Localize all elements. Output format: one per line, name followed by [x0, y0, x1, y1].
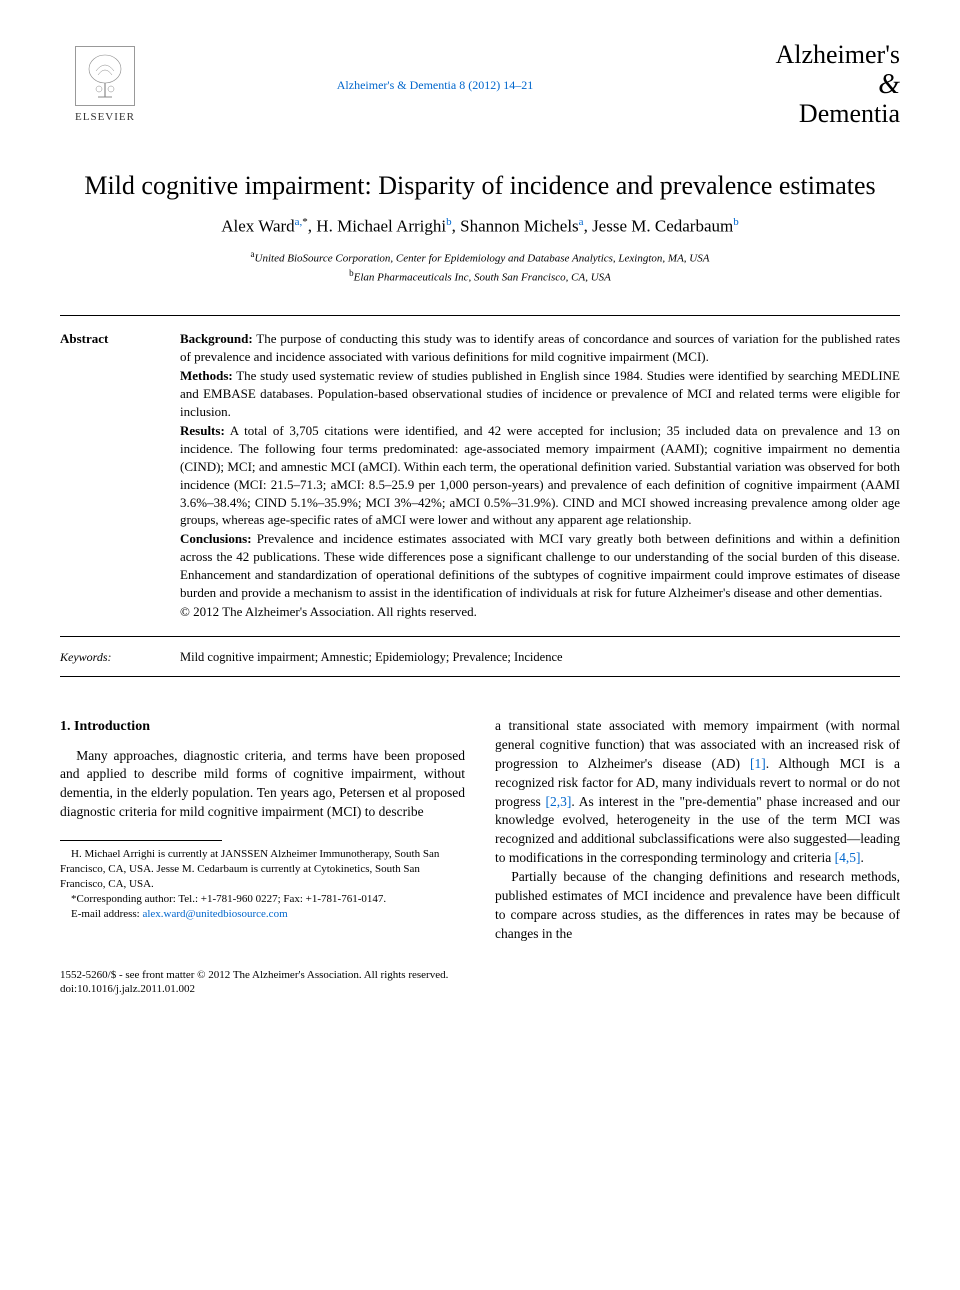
affiliation-b: Elan Pharmaceuticals Inc, South San Fran…: [354, 271, 611, 283]
abstract-label: Abstract: [60, 330, 180, 622]
abstract-block: Abstract Background: The purpose of cond…: [60, 315, 900, 637]
abstract-content: Background: The purpose of conducting th…: [180, 330, 900, 622]
footnotes: H. Michael Arrighi is currently at JANSS…: [60, 847, 465, 921]
publisher-logo: ELSEVIER: [60, 40, 150, 130]
author-4: Jesse M. Cedarbaum: [592, 216, 733, 235]
keywords-content: Mild cognitive impairment; Amnestic; Epi…: [180, 649, 900, 666]
footnote-separator: [60, 840, 222, 841]
author-list: Alex Warda,*, H. Michael Arrighib, Shann…: [60, 215, 900, 239]
section-1-heading: 1. Introduction: [60, 717, 465, 737]
intro-para-2: a transitional state associated with mem…: [495, 717, 900, 868]
keywords-label: Keywords:: [60, 649, 180, 666]
intro-para-3: Partially because of the changing defini…: [495, 868, 900, 944]
journal-reference[interactable]: Alzheimer's & Dementia 8 (2012) 14–21: [150, 77, 720, 93]
page-header: ELSEVIER Alzheimer's & Dementia 8 (2012)…: [60, 40, 900, 130]
body-columns: 1. Introduction Many approaches, diagnos…: [60, 717, 900, 944]
ref-4-5[interactable]: [4,5]: [835, 850, 861, 865]
ref-2-3[interactable]: [2,3]: [546, 794, 572, 809]
email-line: E-mail address: alex.ward@unitedbiosourc…: [60, 907, 465, 922]
issn-line: 1552-5260/$ - see front matter © 2012 Th…: [60, 969, 448, 981]
ref-1[interactable]: [1]: [750, 756, 766, 771]
footnote-affiliation-update: H. Michael Arrighi is currently at JANSS…: [60, 847, 465, 892]
elsevier-tree-icon: [75, 46, 135, 106]
keywords-row: Keywords: Mild cognitive impairment; Amn…: [60, 643, 900, 677]
article-title: Mild cognitive impairment: Disparity of …: [60, 170, 900, 203]
author-1: Alex Ward: [221, 216, 294, 235]
right-column: a transitional state associated with mem…: [495, 717, 900, 944]
email-link[interactable]: alex.ward@unitedbiosource.com: [142, 908, 287, 920]
publisher-name: ELSEVIER: [75, 110, 135, 125]
page-footer: 1552-5260/$ - see front matter © 2012 Th…: [60, 968, 900, 997]
doi-line: doi:10.1016/j.jalz.2011.01.002: [60, 983, 195, 995]
affiliations: aUnited BioSource Corporation, Center fo…: [60, 248, 900, 285]
intro-para-1: Many approaches, diagnostic criteria, an…: [60, 747, 465, 823]
journal-logo: Alzheimer's & Dementia: [720, 41, 900, 129]
corresponding-author: *Corresponding author: Tel.: +1-781-960 …: [60, 892, 465, 907]
left-column: 1. Introduction Many approaches, diagnos…: [60, 717, 465, 944]
affiliation-a: United BioSource Corporation, Center for…: [255, 253, 710, 265]
author-3: Shannon Michels: [460, 216, 579, 235]
copyright-line: © 2012 The Alzheimer's Association. All …: [180, 603, 900, 621]
author-2: H. Michael Arrighi: [316, 216, 446, 235]
